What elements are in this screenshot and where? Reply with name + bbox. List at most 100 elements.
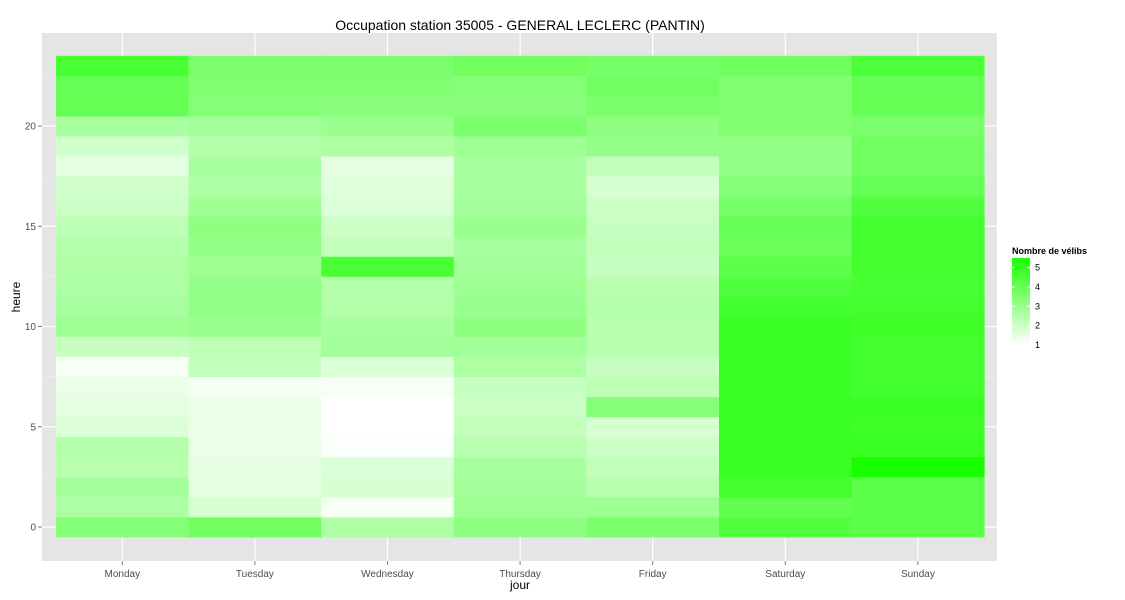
heatmap-tile	[56, 516, 189, 538]
heatmap-tile	[321, 516, 455, 538]
x-tick-label: Monday	[105, 569, 141, 580]
legend-title: Nombre de vélibs	[1012, 246, 1087, 256]
heatmap-tile	[719, 456, 852, 478]
heatmap-tile	[586, 256, 720, 277]
heatmap-tile	[188, 356, 322, 378]
heatmap-tile	[453, 416, 587, 438]
heatmap-tile	[321, 296, 455, 317]
heatmap-tile	[719, 136, 852, 157]
heatmap-tile	[719, 316, 852, 337]
heatmap-tile	[188, 256, 322, 277]
heatmap-tile	[586, 136, 720, 157]
legend-colorbar	[1012, 258, 1030, 345]
heatmap-tile	[453, 196, 587, 217]
heatmap-tile	[586, 95, 720, 117]
heatmap-tile	[56, 156, 189, 177]
heatmap-tile	[453, 115, 587, 137]
heatmap-tile	[188, 476, 322, 498]
heatmap-tile	[586, 156, 720, 177]
heatmap-tile	[719, 196, 852, 217]
heatmap-tile	[453, 336, 587, 357]
heatmap-tile	[453, 176, 587, 197]
heatmap-tile	[851, 476, 985, 498]
heatmap-tile	[188, 436, 322, 458]
heatmap-tile	[56, 55, 189, 77]
x-tick-label: Thursday	[499, 569, 541, 580]
heatmap-tile	[453, 75, 587, 97]
heatmap-tile	[453, 376, 587, 398]
heatmap-tile	[586, 456, 720, 478]
heatmap-tile	[851, 55, 985, 77]
heatmap-tile	[321, 276, 455, 297]
legend-label: 2	[1035, 321, 1040, 331]
heatmap-tile	[321, 336, 455, 357]
heatmap-tile	[719, 256, 852, 277]
heatmap-tile	[453, 456, 587, 478]
heatmap-tile	[586, 216, 720, 237]
heatmap-tile	[188, 55, 322, 77]
x-axis-title: jour	[509, 578, 530, 592]
legend-label: 1	[1035, 340, 1040, 350]
legend-label: 3	[1035, 301, 1040, 311]
heatmap-tile	[719, 276, 852, 297]
heatmap-tile	[453, 516, 587, 538]
heatmap-tile	[321, 176, 455, 197]
heatmap-tile	[586, 115, 720, 137]
heatmap-tile	[56, 236, 189, 257]
heatmap-tile	[188, 95, 322, 117]
heatmap-tile	[586, 55, 720, 77]
heatmap-tile	[586, 416, 720, 438]
y-tick-label: 20	[25, 122, 37, 133]
heatmap-tile	[188, 516, 322, 538]
heatmap-tile	[851, 356, 985, 378]
heatmap-tile	[851, 176, 985, 197]
heatmap-tile	[188, 196, 322, 217]
heatmap-tile	[453, 356, 587, 378]
heatmap-tile	[719, 55, 852, 77]
heatmap-tile	[321, 456, 455, 478]
heatmap-tile	[56, 115, 189, 137]
heatmap-tile	[188, 336, 322, 357]
heatmap-tile	[56, 396, 189, 418]
heatmap-tile	[586, 176, 720, 197]
heatmap-tile	[188, 296, 322, 317]
heatmap-tile	[453, 236, 587, 257]
heatmap-tile	[719, 496, 852, 518]
legend-label: 5	[1035, 263, 1040, 273]
heatmap-tile	[453, 216, 587, 237]
heatmap-tile	[851, 316, 985, 337]
heatmap-tile	[851, 456, 985, 478]
heatmap-tile	[719, 236, 852, 257]
heatmap-tile	[851, 416, 985, 438]
heatmap-tile	[719, 436, 852, 458]
heatmap-tile	[851, 156, 985, 177]
heatmap-tile	[719, 356, 852, 378]
heatmap-tile	[321, 55, 455, 77]
x-tick-label: Saturday	[765, 569, 805, 580]
heatmap-tile	[586, 316, 720, 337]
heatmap-tile	[188, 316, 322, 337]
heatmap-tile	[56, 456, 189, 478]
heatmap-tile	[453, 276, 587, 297]
heatmap-tile	[586, 376, 720, 398]
heatmap-tile	[56, 376, 189, 398]
heatmap-tile	[321, 356, 455, 378]
heatmap-tile	[586, 75, 720, 97]
heatmap-tile	[56, 196, 189, 217]
heatmap-tile	[719, 216, 852, 237]
heatmap-tile	[188, 115, 322, 137]
heatmap-tile	[321, 196, 455, 217]
heatmap-tile	[719, 376, 852, 398]
heatmap-tile	[719, 516, 852, 538]
heatmap-tiles	[56, 55, 985, 538]
heatmap-tile	[56, 95, 189, 117]
heatmap-tile	[56, 75, 189, 97]
heatmap-tile	[586, 476, 720, 498]
heatmap-tile	[851, 95, 985, 117]
heatmap-tile	[453, 256, 587, 277]
heatmap-tile	[586, 336, 720, 357]
heatmap-tile	[851, 115, 985, 137]
heatmap-tile	[719, 416, 852, 438]
heatmap-tile	[719, 396, 852, 418]
heatmap-tile	[453, 476, 587, 498]
